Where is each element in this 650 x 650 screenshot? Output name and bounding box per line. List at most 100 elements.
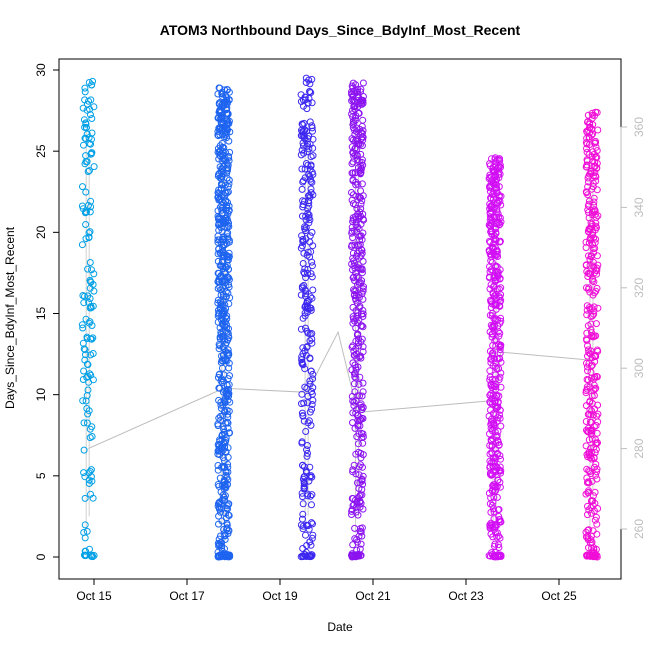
data-point bbox=[489, 267, 497, 275]
data-point bbox=[219, 293, 227, 301]
data-point bbox=[489, 163, 497, 171]
data-point bbox=[351, 287, 359, 295]
data-point bbox=[297, 521, 305, 529]
data-point bbox=[217, 505, 225, 513]
data-point bbox=[352, 221, 360, 229]
data-point bbox=[298, 400, 305, 408]
data-point bbox=[217, 114, 225, 122]
data-point bbox=[80, 141, 87, 149]
data-point bbox=[585, 526, 593, 534]
data-point bbox=[217, 412, 224, 420]
data-point bbox=[349, 96, 357, 104]
data-point bbox=[494, 506, 502, 514]
data-point bbox=[584, 526, 592, 534]
data-point bbox=[308, 501, 315, 509]
data-point bbox=[584, 118, 592, 125]
data-point bbox=[222, 321, 230, 329]
data-point bbox=[496, 170, 504, 178]
data-point bbox=[350, 119, 358, 127]
data-point bbox=[306, 193, 314, 201]
data-point bbox=[359, 295, 367, 303]
data-point bbox=[223, 202, 231, 210]
data-point bbox=[495, 376, 503, 384]
data-point bbox=[85, 234, 93, 242]
data-point bbox=[353, 331, 361, 339]
data-point bbox=[305, 197, 312, 205]
data-point bbox=[486, 160, 494, 168]
data-point bbox=[215, 512, 223, 520]
data-point bbox=[214, 462, 222, 469]
data-point bbox=[359, 210, 367, 218]
data-point bbox=[492, 405, 500, 413]
data-point bbox=[489, 498, 497, 506]
data-point bbox=[81, 346, 89, 354]
data-point bbox=[80, 419, 88, 427]
data-point bbox=[304, 205, 312, 213]
data-point bbox=[348, 110, 356, 118]
data-point bbox=[220, 457, 228, 465]
data-point bbox=[225, 512, 233, 519]
data-point bbox=[588, 332, 596, 340]
data-point bbox=[487, 253, 495, 261]
data-point bbox=[350, 87, 358, 95]
data-point bbox=[306, 118, 314, 126]
data-point bbox=[593, 147, 601, 155]
data-point bbox=[496, 155, 503, 163]
trend-line bbox=[87, 330, 592, 450]
data-point bbox=[221, 189, 229, 197]
y2-tick-label: 300 bbox=[632, 358, 646, 378]
data-point bbox=[82, 221, 90, 228]
data-point bbox=[489, 176, 497, 184]
y2-tick-label: 360 bbox=[632, 117, 646, 137]
data-point bbox=[496, 534, 504, 542]
data-point bbox=[90, 103, 98, 111]
data-point bbox=[349, 214, 357, 222]
data-point bbox=[583, 376, 591, 383]
trend-line-layer bbox=[87, 330, 592, 450]
data-point bbox=[586, 270, 594, 277]
data-point bbox=[490, 240, 498, 248]
data-point bbox=[307, 248, 315, 256]
data-point bbox=[79, 104, 87, 112]
data-point bbox=[358, 335, 366, 343]
data-point bbox=[298, 409, 306, 417]
data-point bbox=[308, 405, 316, 413]
data-point bbox=[355, 353, 363, 361]
data-point bbox=[306, 538, 314, 546]
data-point bbox=[86, 318, 94, 326]
data-point bbox=[492, 381, 500, 389]
data-point bbox=[223, 106, 231, 114]
data-point bbox=[308, 401, 316, 408]
data-point bbox=[86, 545, 93, 553]
data-point bbox=[80, 367, 88, 375]
data-point bbox=[90, 163, 98, 171]
data-point bbox=[353, 536, 361, 543]
data-point bbox=[583, 161, 591, 169]
data-point bbox=[85, 476, 93, 484]
data-point bbox=[222, 468, 230, 476]
data-point bbox=[357, 528, 365, 536]
data-point bbox=[298, 390, 306, 398]
data-point bbox=[81, 160, 89, 168]
data-point bbox=[301, 383, 309, 391]
data-point bbox=[348, 506, 356, 514]
data-point bbox=[219, 454, 227, 462]
data-point bbox=[590, 172, 597, 180]
data-point bbox=[307, 161, 315, 169]
data-point bbox=[493, 432, 501, 440]
data-point bbox=[79, 292, 87, 299]
data-point bbox=[298, 185, 306, 193]
data-point bbox=[299, 525, 307, 533]
data-point bbox=[592, 439, 600, 447]
data-point bbox=[224, 110, 232, 118]
data-point bbox=[486, 367, 494, 375]
data-point bbox=[583, 426, 590, 434]
data-point bbox=[81, 123, 89, 131]
data-point bbox=[216, 106, 224, 114]
data-point bbox=[497, 341, 505, 349]
data-point bbox=[489, 167, 497, 175]
data-point bbox=[224, 410, 232, 418]
y-tick-label: 30 bbox=[34, 63, 48, 77]
data-point bbox=[82, 235, 90, 243]
data-point bbox=[584, 367, 591, 375]
